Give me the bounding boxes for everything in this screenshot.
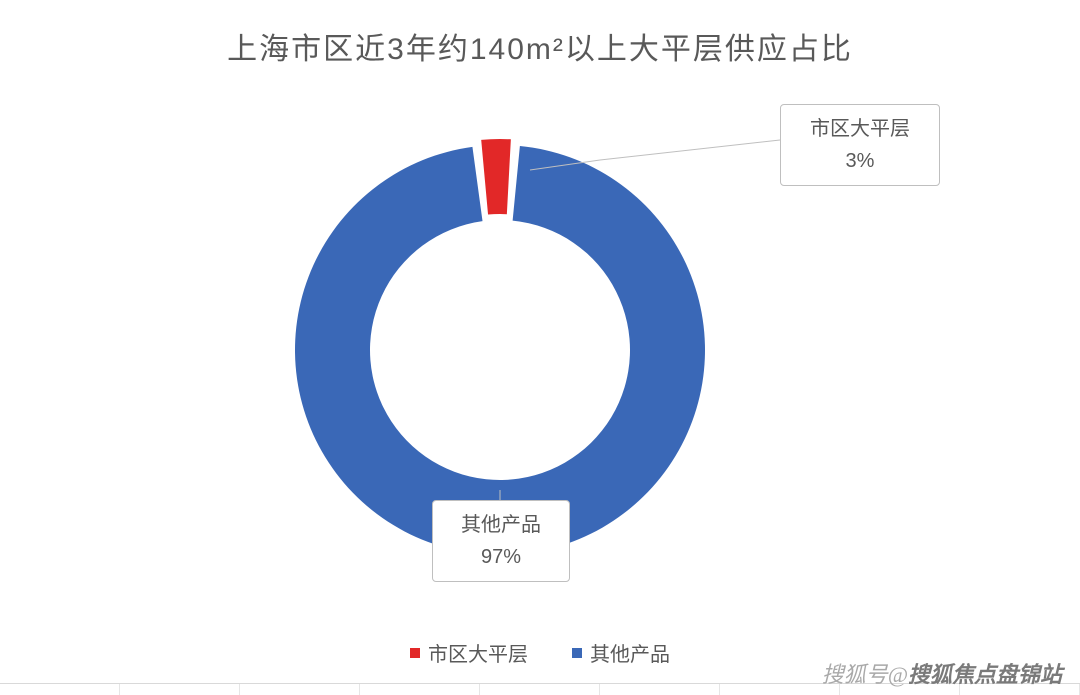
legend-label: 市区大平层 — [428, 638, 528, 667]
legend-label: 其他产品 — [590, 638, 670, 667]
tick-cell — [480, 684, 600, 695]
tick-cell — [600, 684, 720, 695]
legend-item: 市区大平层 — [410, 638, 528, 667]
chart-container: 上海市区近3年约140m²以上大平层供应占比 市区大平层3%其他产品97% 市区… — [0, 0, 1080, 695]
tick-cell — [120, 684, 240, 695]
callout-urban_large_flat: 市区大平层3% — [780, 104, 940, 186]
callout-label: 市区大平层 — [797, 113, 923, 145]
watermark-name: 搜狐焦点盘锦站 — [908, 662, 1062, 687]
callout-other_products: 其他产品97% — [432, 500, 570, 582]
watermark-label: 搜狐号@ — [822, 662, 908, 687]
tick-cell — [360, 684, 480, 695]
callout-value: 3% — [797, 145, 923, 177]
legend-swatch — [410, 648, 420, 658]
leader-urban_large_flat — [530, 140, 780, 170]
callout-label: 其他产品 — [449, 509, 553, 541]
watermark: 搜狐号@搜狐焦点盘锦站 — [822, 657, 1062, 689]
tick-cell — [0, 684, 120, 695]
legend-swatch — [572, 648, 582, 658]
tick-cell — [240, 684, 360, 695]
legend-item: 其他产品 — [572, 638, 670, 667]
callout-value: 97% — [449, 541, 553, 573]
